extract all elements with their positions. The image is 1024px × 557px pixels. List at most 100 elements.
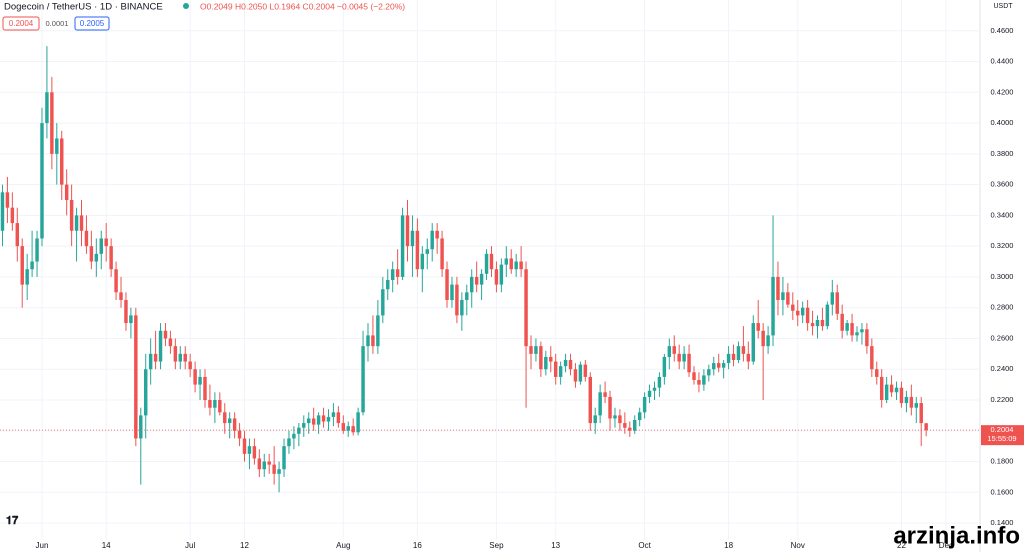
- candle-body: [786, 292, 790, 305]
- candle-body: [119, 292, 123, 300]
- candle-body: [884, 384, 889, 400]
- candle-body: [35, 238, 39, 262]
- candle-body: [223, 412, 227, 424]
- candle-body: [45, 92, 49, 124]
- candle-body: [74, 215, 79, 231]
- candle-body: [707, 369, 711, 376]
- candle-body: [712, 363, 716, 370]
- ohlc-legend: O0.2049 H0.2050 L0.1964 C0.2004 −0.0045 …: [200, 1, 405, 11]
- x-tick-label: 13: [551, 541, 560, 550]
- candle-body: [356, 412, 360, 433]
- candle-body: [445, 269, 449, 300]
- y-tick-label: 0.4200: [991, 87, 1014, 96]
- y-tick-label: 0.2200: [991, 395, 1014, 404]
- candle-body: [894, 387, 899, 393]
- candle-body: [316, 415, 321, 425]
- bid-box[interactable]: [2, 16, 40, 31]
- y-tick-label: 0.1600: [991, 487, 1014, 496]
- candle-body: [761, 330, 765, 347]
- candle-body: [247, 446, 252, 454]
- candle-body: [662, 356, 667, 377]
- candle-body: [69, 200, 74, 231]
- candle-body: [657, 376, 662, 388]
- candle-body: [499, 264, 504, 285]
- x-tick-label: Dec: [939, 541, 953, 550]
- ask-price: 0.2005: [80, 19, 105, 28]
- candle-body: [855, 332, 859, 336]
- candle-body: [218, 400, 222, 413]
- candle-body: [870, 346, 874, 370]
- candle-body: [544, 356, 548, 370]
- candle-body: [687, 353, 691, 373]
- candle-body: [736, 346, 741, 360]
- ask-box[interactable]: [74, 16, 110, 31]
- candle-body: [252, 446, 257, 459]
- candle-body: [420, 253, 425, 270]
- x-tick-label: Jul: [185, 541, 195, 550]
- candle-body: [465, 292, 469, 300]
- x-tick-label: Aug: [336, 541, 350, 550]
- grid: 0.14000.16000.18000.20000.22000.24000.26…: [0, 0, 1013, 550]
- y-tick-label: 0.3000: [991, 272, 1014, 281]
- candle-body: [573, 369, 578, 382]
- candle-body: [751, 323, 756, 362]
- candle-body: [830, 292, 835, 305]
- candle-body: [919, 403, 923, 424]
- candle-body: [64, 184, 69, 200]
- candle-body: [267, 461, 271, 465]
- y-axis-label: USDT: [993, 3, 1013, 10]
- candle-body: [430, 230, 434, 250]
- x-tick-label: Oct: [638, 541, 651, 550]
- candle-body: [311, 418, 316, 425]
- candle-body: [820, 320, 825, 327]
- candle-body: [667, 346, 672, 357]
- price-tag-countdown: 15:55:09: [987, 434, 1016, 443]
- candle-body: [914, 403, 919, 408]
- candle-body: [440, 238, 444, 270]
- candle-body: [519, 261, 523, 270]
- candle-body: [484, 253, 489, 274]
- candle-body: [297, 427, 301, 434]
- candle-body: [469, 276, 474, 293]
- candle-body: [840, 313, 844, 331]
- candle-body: [909, 396, 914, 408]
- y-tick-label: 0.4400: [991, 57, 1014, 66]
- candle-body: [539, 346, 543, 370]
- candle-body: [553, 361, 558, 377]
- watermark: arzinja.info: [893, 522, 1020, 549]
- candle-body: [287, 438, 291, 447]
- candle-body: [376, 315, 380, 347]
- candle-body: [632, 420, 637, 431]
- candle-body: [94, 253, 99, 262]
- candle-body: [198, 376, 202, 385]
- candle-body: [850, 323, 854, 336]
- candle-body: [242, 438, 247, 454]
- candle-body: [810, 323, 815, 327]
- candle-body: [114, 269, 118, 293]
- y-tick-label: 0.2600: [991, 333, 1014, 342]
- candle-body: [455, 284, 459, 316]
- candle-body: [134, 315, 138, 439]
- candle-body: [558, 366, 563, 377]
- candles: [0, 46, 980, 493]
- candle-body: [395, 269, 400, 277]
- candle-body: [109, 246, 113, 270]
- candle-body: [593, 415, 597, 424]
- candle-body: [213, 400, 217, 408]
- candle-body: [474, 276, 479, 285]
- candle-body: [20, 246, 24, 285]
- candle-body: [460, 300, 464, 316]
- candle-body: [15, 223, 20, 247]
- candle-body: [173, 346, 178, 362]
- candle-body: [326, 416, 331, 422]
- candle-body: [153, 353, 158, 362]
- candle-body: [237, 430, 242, 439]
- candle-body: [381, 289, 385, 316]
- candle-body: [647, 390, 652, 397]
- x-tick-label: 16: [413, 541, 422, 550]
- candle-body: [277, 469, 281, 474]
- logo: 𝟏𝟕: [6, 515, 19, 527]
- candle-body: [346, 426, 350, 431]
- x-tick-label: Nov: [791, 541, 805, 550]
